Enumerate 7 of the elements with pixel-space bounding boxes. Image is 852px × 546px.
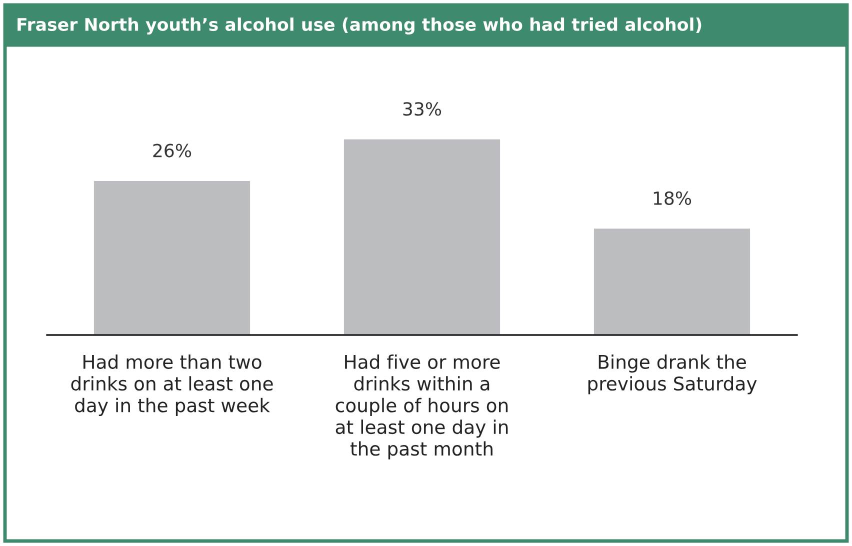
data-label: 18% [654,191,692,205]
x-tick-label: Binge drank the previous Saturday [588,354,757,394]
x-tick-label: Had more than two drinks on at least one day in the past week [71,354,273,416]
data-label: 26% [153,144,192,158]
chart-title: Fraser North youth’s alcohol use (among those who had tried alcohol) [18,18,702,34]
data-label: 33% [403,102,442,116]
x-tick-label: Had five or more drinks within a couple of hours on at least one day in the past month [336,354,508,460]
